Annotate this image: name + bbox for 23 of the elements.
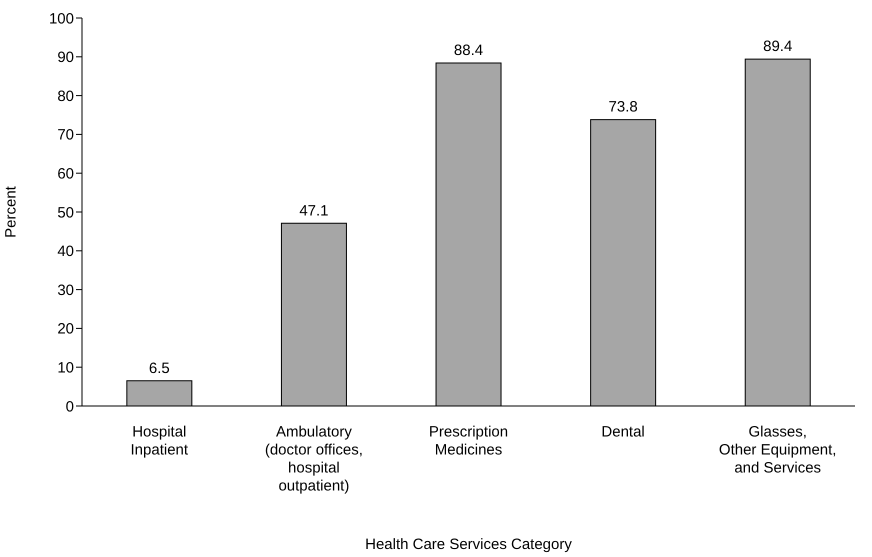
data-label: 89.4	[763, 38, 792, 56]
y-tick-label: 70	[57, 126, 74, 144]
y-tick-label: 20	[57, 320, 74, 338]
x-tick-label: Hospital Inpatient	[130, 424, 189, 459]
y-tick-label: 80	[57, 88, 74, 105]
y-tick-label: 90	[57, 49, 74, 66]
data-label: 47.1	[299, 202, 329, 220]
data-label: 6.5	[148, 360, 170, 377]
x-tick-label: Ambulatory (doctor offices, hospital outpatient)	[264, 424, 363, 495]
x-tick-label: Prescription Medicines	[428, 424, 508, 459]
y-tick-label: 0	[66, 398, 74, 416]
y-axis-title: Percent	[2, 185, 20, 238]
y-tick-label: 10	[57, 360, 74, 377]
data-label: 73.8	[608, 98, 638, 116]
x-axis-title: Health Care Services Category	[365, 536, 572, 553]
y-tick-label: 40	[57, 243, 74, 260]
y-tick-label: 100	[48, 10, 74, 28]
data-label: 88.4	[454, 42, 484, 60]
y-tick-label: 30	[57, 282, 74, 299]
x-tick-label: Dental	[601, 424, 645, 441]
y-tick-label: 60	[57, 166, 74, 183]
x-tick-label: Glasses, Other Equipment, and Services	[718, 424, 836, 477]
y-tick-label: 50	[57, 204, 74, 222]
